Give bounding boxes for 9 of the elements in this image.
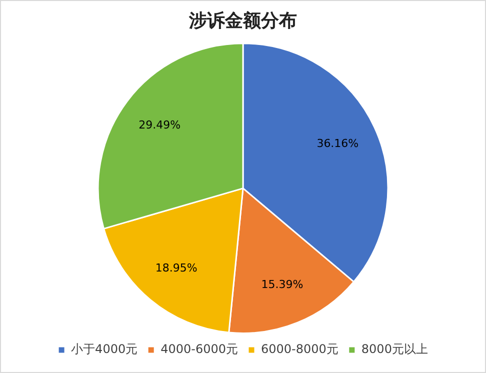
data-label: 15.39% (261, 278, 304, 291)
data-label: 36.16% (316, 137, 359, 150)
chart-title: 涉诉金额分布 (188, 10, 297, 32)
legend-label: 4000-6000元 (160, 342, 238, 356)
legend-label: 8000元以上 (361, 342, 428, 356)
legend-label: 6000-8000元 (261, 342, 338, 356)
data-label: 18.95% (155, 261, 198, 274)
data-label: 29.49% (138, 118, 181, 132)
legend-label: 小于4000元 (71, 342, 138, 356)
